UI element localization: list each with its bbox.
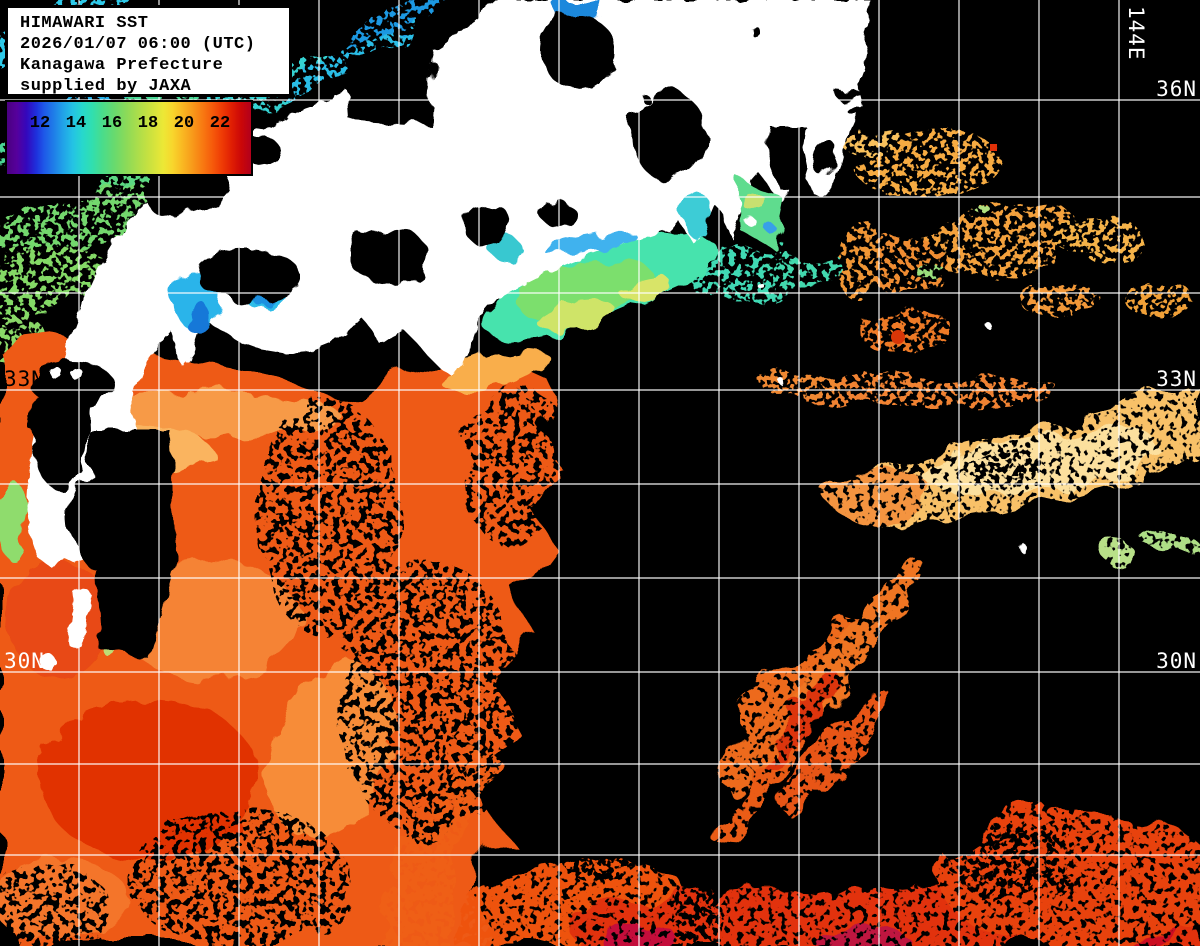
longitude-label: 144E bbox=[1124, 6, 1148, 61]
latitude-label: 36N bbox=[1156, 77, 1197, 101]
info-region: Kanagawa Prefecture bbox=[20, 56, 224, 75]
latitude-label: 33N bbox=[4, 367, 45, 391]
colorbar: 12 14 16 18 20 22 bbox=[5, 100, 253, 176]
tokyo-bay bbox=[766, 126, 807, 194]
colorbar-tick: 18 bbox=[137, 114, 159, 133]
cloud-mask-over-water bbox=[0, 390, 1070, 946]
info-credit: supplied by JAXA bbox=[20, 77, 192, 96]
cloud-mask-over-land bbox=[28, 14, 864, 660]
coastal-cool-water bbox=[481, 232, 720, 341]
info-datetime: 2026/01/07 06:00 (UTC) bbox=[20, 35, 256, 54]
latitude-label: 30N bbox=[4, 649, 45, 673]
geo-labels: 36N 33N 33N 30N 30N 144E bbox=[4, 6, 1197, 673]
info-box: HIMAWARI SST 2026/01/07 06:00 (UTC) Kana… bbox=[5, 5, 292, 97]
colorbar-tick: 16 bbox=[101, 114, 123, 133]
colorbar-tick: 12 bbox=[29, 114, 51, 133]
colorbar-tick: 22 bbox=[209, 114, 231, 133]
latitude-label: 33N bbox=[1156, 367, 1197, 391]
latitude-label: 30N bbox=[1156, 649, 1197, 673]
colorbar-tick: 14 bbox=[65, 114, 87, 133]
hot-spots bbox=[891, 144, 997, 344]
info-title: HIMAWARI SST bbox=[20, 14, 149, 33]
colorbar-tick: 20 bbox=[173, 114, 195, 133]
colorbar-gradient: 12 14 16 18 20 22 bbox=[7, 102, 251, 174]
